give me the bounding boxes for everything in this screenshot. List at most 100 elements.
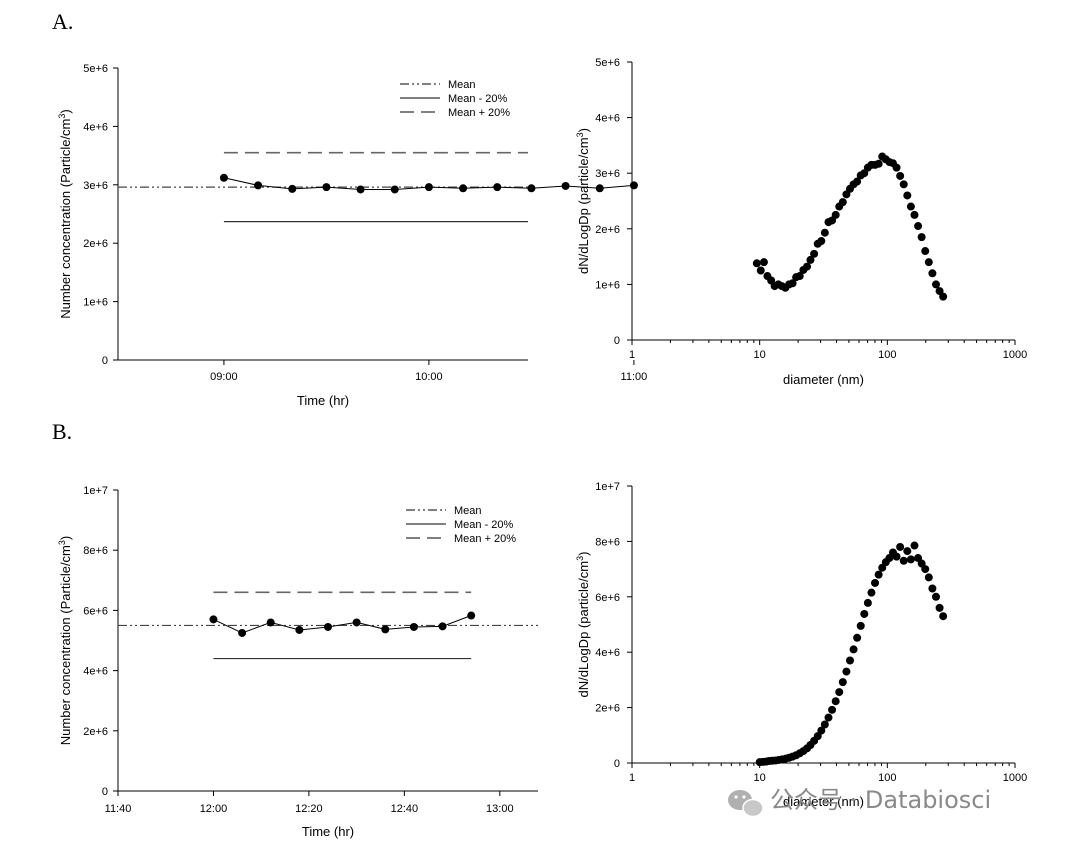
y-axis-label-sup: 3 xyxy=(57,540,67,545)
data-point xyxy=(874,159,883,168)
data-point xyxy=(871,578,880,587)
x-tick-label: 1000 xyxy=(1003,349,1027,361)
data-point xyxy=(928,584,937,593)
data-point xyxy=(842,667,851,676)
y-tick-label: 8e+6 xyxy=(595,536,620,548)
data-point xyxy=(845,656,854,665)
chart-a-time: 0 1e+6 2e+6 3e+6 4e+6 5e+6 09:00 10:00 11:00 Time… xyxy=(57,63,647,408)
y-tick-label: 2e+6 xyxy=(595,703,620,715)
y-tick-label: 2e+6 xyxy=(595,224,620,236)
data-point xyxy=(295,625,304,634)
y-axis-label-end: ) xyxy=(576,128,591,132)
data-point xyxy=(828,705,837,714)
data-point xyxy=(806,255,815,264)
y-tick-label: 2e+6 xyxy=(83,726,108,738)
y-tick-label: 6e+6 xyxy=(595,592,620,604)
watermark-text: 公众号 · Databiosci xyxy=(770,786,991,814)
data-point xyxy=(906,202,915,211)
legend-label: Mean + 20% xyxy=(454,533,516,545)
y-tick-label: 4e+6 xyxy=(595,113,620,125)
data-point xyxy=(390,185,399,194)
series-line xyxy=(213,615,472,634)
y-tick-label: 1e+7 xyxy=(83,485,108,497)
data-point xyxy=(853,177,862,186)
data-point xyxy=(459,184,468,193)
y-tick-label: 6e+6 xyxy=(83,605,108,617)
data-point xyxy=(788,279,797,288)
data-point xyxy=(939,612,948,621)
x-axis-label: Time (hr) xyxy=(302,824,354,839)
x-tick-label: 12:00 xyxy=(200,803,228,815)
data-point xyxy=(352,618,361,627)
y-tick-label: 4e+6 xyxy=(83,666,108,678)
legend-label: Mean - 20% xyxy=(448,93,508,105)
chart-b-size: 0 2e+6 4e+6 6e+6 8e+6 1e+7 1 10 100 1000 diameter … xyxy=(575,481,1027,809)
data-point xyxy=(849,645,858,654)
data-point xyxy=(810,249,819,258)
y-axis-label: dN/dLogDp (particle/cm3) xyxy=(575,128,591,274)
data-point xyxy=(906,555,915,564)
data-point xyxy=(493,183,502,192)
data-point xyxy=(892,552,901,561)
data-point xyxy=(874,570,883,579)
x-tick-label: 10 xyxy=(754,349,766,361)
data-point xyxy=(863,598,872,607)
data-point xyxy=(867,588,876,597)
legend-label: Mean xyxy=(448,79,476,91)
y-tick-label: 8e+6 xyxy=(83,545,108,557)
data-point xyxy=(835,688,844,697)
data-point xyxy=(527,184,536,193)
data-point xyxy=(322,183,331,192)
x-tick-label: 12:20 xyxy=(295,803,323,815)
y-tick-label: 0 xyxy=(102,355,108,367)
data-point xyxy=(928,269,937,278)
y-axis-label-end: ) xyxy=(58,109,73,113)
y-tick-label: 4e+6 xyxy=(83,121,108,133)
data-point xyxy=(831,210,840,219)
data-point xyxy=(935,603,944,612)
data-point xyxy=(914,222,923,231)
y-tick-label: 0 xyxy=(614,335,620,347)
data-point xyxy=(288,184,297,193)
data-point xyxy=(824,713,833,722)
data-point xyxy=(831,697,840,706)
x-tick-label: 100 xyxy=(878,349,896,361)
data-point xyxy=(853,633,862,642)
data-point xyxy=(381,625,390,634)
data-point xyxy=(838,678,847,687)
data-point xyxy=(924,258,933,267)
x-tick-label: 1 xyxy=(629,349,635,361)
y-axis-label-end: ) xyxy=(576,552,591,556)
data-point xyxy=(756,266,765,275)
data-point xyxy=(795,272,804,281)
data-point xyxy=(931,592,940,601)
data-point xyxy=(409,622,418,631)
x-tick-label: 09:00 xyxy=(210,371,238,383)
y-tick-label: 3e+6 xyxy=(83,180,108,192)
data-point xyxy=(356,185,365,194)
data-point xyxy=(817,237,826,246)
y-axis-label-sup: 3 xyxy=(57,114,67,119)
y-axis-label-main: dN/dLogDp (particle/cm xyxy=(576,137,591,274)
y-axis-label-end: ) xyxy=(58,536,73,540)
data-point xyxy=(759,258,768,267)
data-point xyxy=(595,184,604,193)
y-axis-label-main: Number concentration (Particle/cm xyxy=(58,545,73,745)
data-point xyxy=(860,609,869,618)
watermark: 公众号 · Databiosci xyxy=(728,786,991,818)
x-tick-label: 1 xyxy=(629,772,635,784)
data-point xyxy=(924,573,933,582)
legend-label: Mean - 20% xyxy=(454,519,514,531)
data-point xyxy=(438,622,447,631)
y-axis-label: dN/dLogDp (particle/cm3) xyxy=(575,552,591,698)
data-point xyxy=(917,233,926,242)
y-axis-label-main: dN/dLogDp (particle/cm xyxy=(576,561,591,698)
panel-label-b: B. xyxy=(52,419,72,444)
data-point xyxy=(266,618,275,627)
y-tick-label: 3e+6 xyxy=(595,168,620,180)
panel-label-a: A. xyxy=(52,9,73,34)
y-tick-label: 1e+6 xyxy=(595,279,620,291)
x-tick-label: 11:00 xyxy=(621,371,648,383)
x-tick-label: 13:00 xyxy=(486,803,514,815)
